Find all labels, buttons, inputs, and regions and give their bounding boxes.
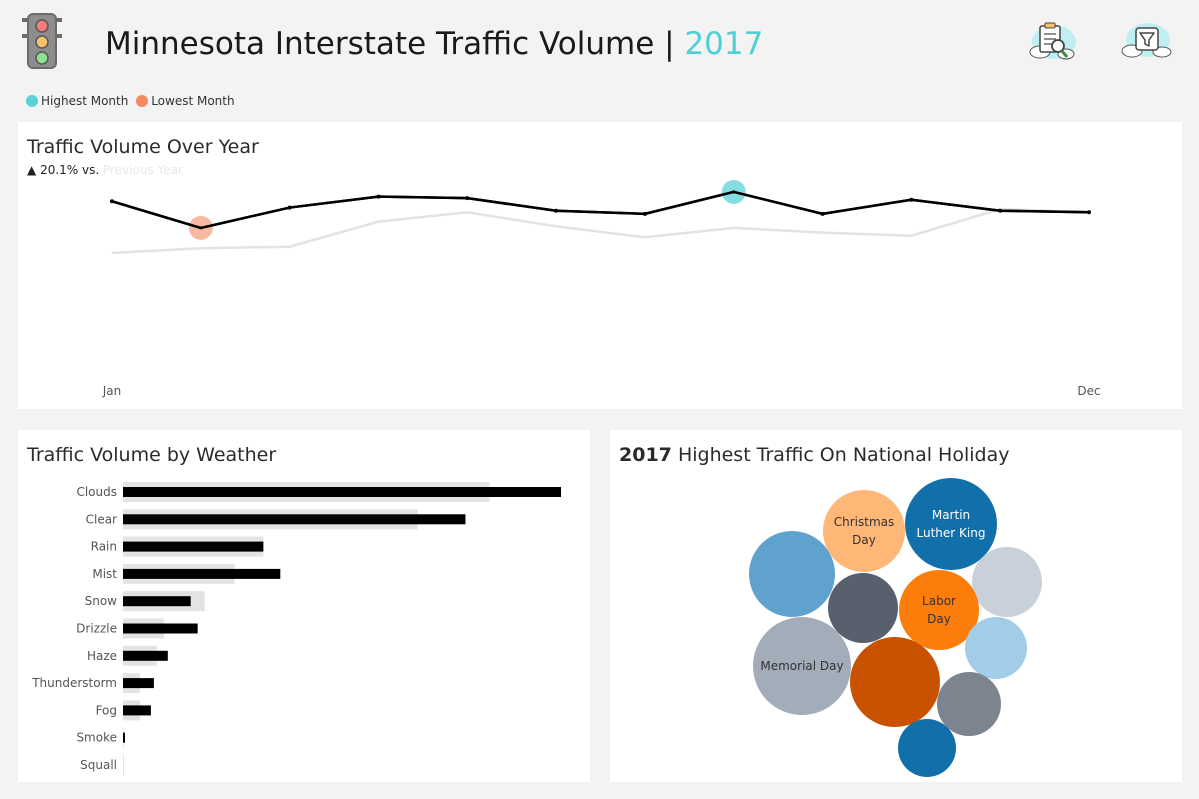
line-chart: Jan Dec <box>102 179 1101 398</box>
legend-item-lowest: Lowest Month <box>136 94 235 108</box>
bubble-label: Memorial Day <box>760 659 843 673</box>
holiday-bubble[interactable] <box>898 719 956 777</box>
holiday-bubble[interactable] <box>937 672 1001 736</box>
bar-2017[interactable] <box>123 732 125 743</box>
bar-category-label: Haze <box>87 649 117 663</box>
bubble-label: Christmas Day <box>834 515 895 547</box>
holiday-traffic-panel: 2017 Highest Traffic On National Holiday… <box>610 430 1182 782</box>
bar-category-label: Fog <box>96 703 117 717</box>
series-line-previous-year <box>111 207 1090 255</box>
legend-item-highest: Highest Month <box>26 94 128 108</box>
lowest-dot-icon <box>136 95 149 107</box>
holiday-bubble[interactable] <box>899 570 979 650</box>
series-line-2017-overlay <box>111 190 1090 230</box>
highest-dot-icon <box>26 95 38 107</box>
holiday-bubble[interactable] <box>972 547 1042 617</box>
title-year: 2017 <box>684 26 764 62</box>
bar-2017[interactable] <box>123 623 198 634</box>
bar-2017[interactable] <box>123 705 151 716</box>
month-legend: Highest Month Lowest Month <box>26 94 235 108</box>
holiday-bubble[interactable] <box>828 573 898 643</box>
traffic-over-year-panel: Traffic Volume Over Year ▲ 20.1% vs. Pre… <box>18 122 1182 409</box>
bar-previous-year[interactable] <box>123 755 124 775</box>
report-magnifier-icon[interactable] <box>1026 18 1078 66</box>
holiday-bubble[interactable] <box>850 637 940 727</box>
holiday-bubble[interactable] <box>753 617 851 715</box>
kpi-value: 20.1% <box>40 163 79 177</box>
bar-category-label: Drizzle <box>76 622 117 636</box>
bar-2017[interactable] <box>123 541 264 552</box>
x-tick-label: Jan <box>102 384 122 398</box>
bar-2017[interactable] <box>123 568 281 579</box>
holiday-bubble[interactable] <box>905 478 997 570</box>
holiday-bubble[interactable] <box>749 531 835 617</box>
bar-category-label: Mist <box>92 567 117 581</box>
title-text: Minnesota Interstate Traffic Volume <box>105 26 655 62</box>
kpi-arrow-icon: ▲ <box>27 163 37 177</box>
bar-chart-title: Traffic Volume by Weather <box>27 444 277 466</box>
holiday-bubble[interactable] <box>823 490 905 572</box>
dashboard-title: Minnesota Interstate Traffic Volume | 20… <box>105 24 763 64</box>
bubble-chart: Christmas Day Martin Luther King Labor Day Mem… <box>749 478 1042 777</box>
title-separator: | <box>664 26 675 62</box>
bubble-chart-title: 2017 Highest Traffic On National Holiday <box>619 444 1009 466</box>
bar-category-label: Clouds <box>76 485 117 499</box>
bar-category-label: Clear <box>86 512 117 526</box>
yoy-kpi: ▲ 20.1% vs. Previous Year <box>27 163 183 177</box>
bar-category-label: Thunderstorm <box>31 676 117 690</box>
bar-chart: Clouds Clear Rain Mist Snow Drizzle Haze Thunde… <box>31 482 562 775</box>
dashboard-header <box>8 8 1191 120</box>
bubble-label: Martin Luther King <box>917 508 986 540</box>
bar-category-label: Squall <box>80 758 117 772</box>
bar-2017[interactable] <box>123 487 562 497</box>
traffic-light-icon <box>22 13 62 69</box>
bar-category-label: Smoke <box>76 731 117 745</box>
holiday-bubble[interactable] <box>965 617 1027 679</box>
bar-2017[interactable] <box>123 514 466 525</box>
x-tick-label: Dec <box>1077 384 1100 398</box>
filter-cloud-icon[interactable] <box>1118 18 1174 64</box>
traffic-by-weather-panel: Traffic Volume by Weather Clouds Clear Rai… <box>18 430 590 782</box>
bar-2017[interactable] <box>123 678 154 689</box>
bubble-title-year: 2017 <box>619 444 672 466</box>
bubble-title-text: Highest Traffic On National Holiday <box>677 444 1010 466</box>
bar-2017[interactable] <box>123 650 168 661</box>
line-chart-title: Traffic Volume Over Year <box>27 136 259 158</box>
bar-2017[interactable] <box>123 596 191 607</box>
kpi-compare-label: Previous Year <box>103 163 183 177</box>
bar-category-label: Snow <box>85 594 118 608</box>
series-line-2017 <box>111 190 1090 230</box>
kpi-vs: vs. <box>82 163 100 177</box>
bar-category-label: Rain <box>91 540 117 554</box>
bubble-label: Labor Day <box>922 594 956 626</box>
